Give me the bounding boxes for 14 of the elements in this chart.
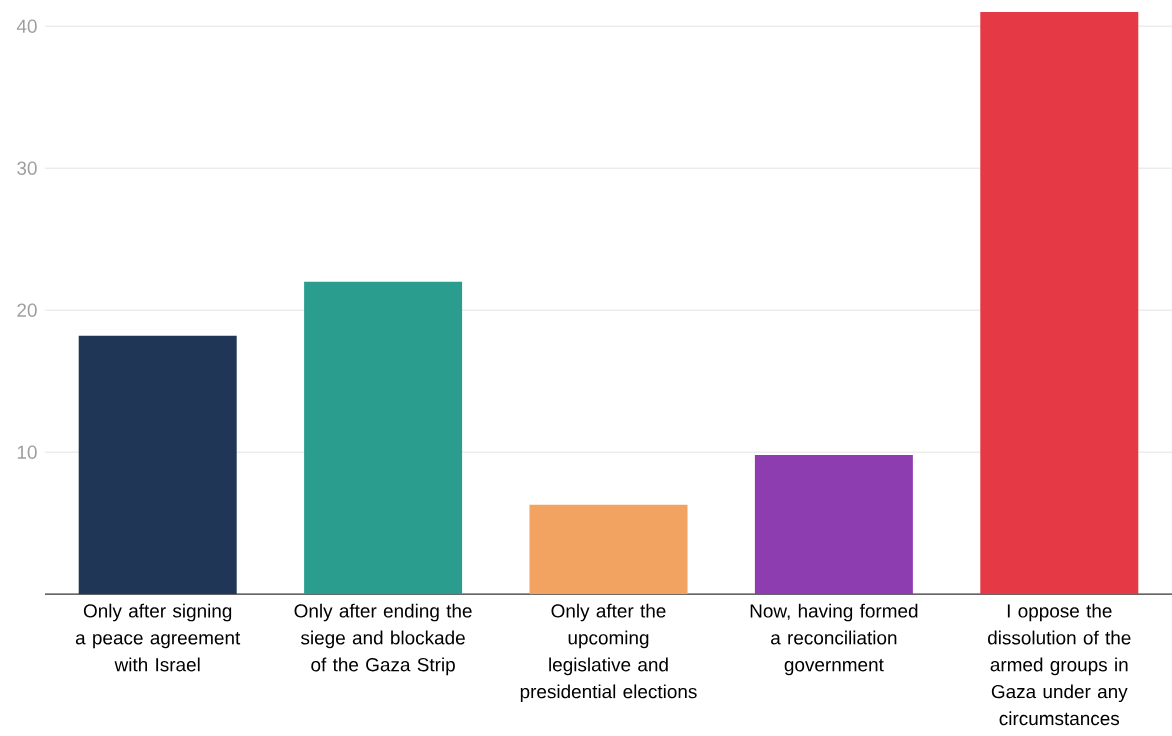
bar — [980, 11, 1139, 595]
bar — [529, 504, 688, 595]
x-tick-label: I oppose the dissolution of the armed groups in Gaza under any circumstances — [988, 603, 1131, 726]
bar — [78, 335, 237, 595]
x-tick-label: Only after the upcoming legislative and presidential elections — [520, 603, 697, 702]
y-tick-label: 10 — [17, 445, 37, 459]
y-tick-label: 40 — [16, 19, 37, 33]
y-tick-label: 20 — [17, 303, 37, 317]
x-tick-label: Only after signing a peace agreement with Israel — [75, 603, 241, 672]
bar — [304, 281, 463, 595]
x-tick-label: Only after ending the siege and blockade of the Gaza Strip — [294, 603, 472, 676]
bar — [754, 454, 913, 595]
y-tick-label: 30 — [17, 161, 37, 175]
x-tick-label: Now, having formed a reconciliation government — [750, 603, 918, 676]
